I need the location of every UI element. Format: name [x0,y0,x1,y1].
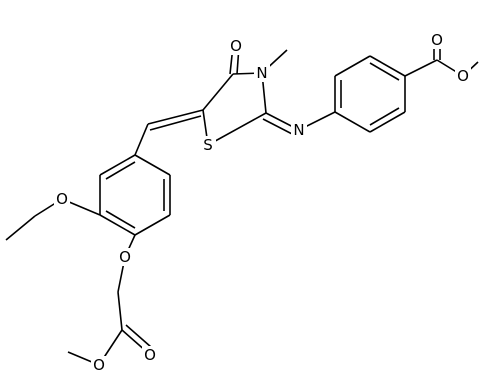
atom-label: N [256,64,267,82]
label-background [117,248,133,266]
label-background [142,346,158,364]
atom-label: O [119,248,131,266]
atom-label: N [293,121,304,139]
label-background [429,31,445,49]
label-background [54,190,70,208]
atom-label: O [56,190,68,208]
atom-label: O [457,67,469,85]
atom-label: O [144,346,156,364]
bonds [5,40,479,366]
atom-label: S [203,136,213,154]
label-background [291,121,307,139]
atom-label: O [431,31,443,49]
label-background [200,136,216,154]
label-background [91,356,107,374]
atom-label: O [230,37,242,55]
label-background [228,37,244,55]
label-background [254,64,270,82]
label-background [455,67,471,85]
atom-label: O [93,356,105,374]
